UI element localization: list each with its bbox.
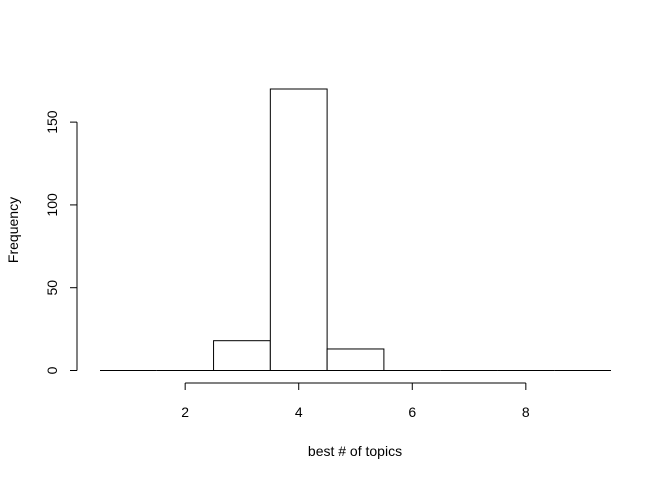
histogram-bars — [100, 88, 611, 372]
x-tick-label: 4 — [295, 404, 303, 420]
histogram-bar — [213, 340, 271, 372]
y-tick-label: 0 — [44, 366, 60, 374]
x-tick-label: 8 — [522, 404, 530, 420]
histogram-bar — [269, 88, 328, 371]
y-axis: 0 50 100 150 — [44, 110, 78, 374]
x-tick-label: 6 — [408, 404, 416, 420]
y-axis-title: Frequency — [5, 197, 21, 263]
histogram-bar — [326, 348, 385, 372]
x-axis-title: best # of topics — [308, 443, 402, 459]
x-tick-label: 2 — [181, 404, 189, 420]
y-tick-label: 50 — [44, 280, 60, 296]
y-tick-label: 100 — [44, 193, 60, 217]
x-axis: 2 4 6 8 — [181, 382, 530, 420]
y-tick-label: 150 — [44, 110, 60, 134]
